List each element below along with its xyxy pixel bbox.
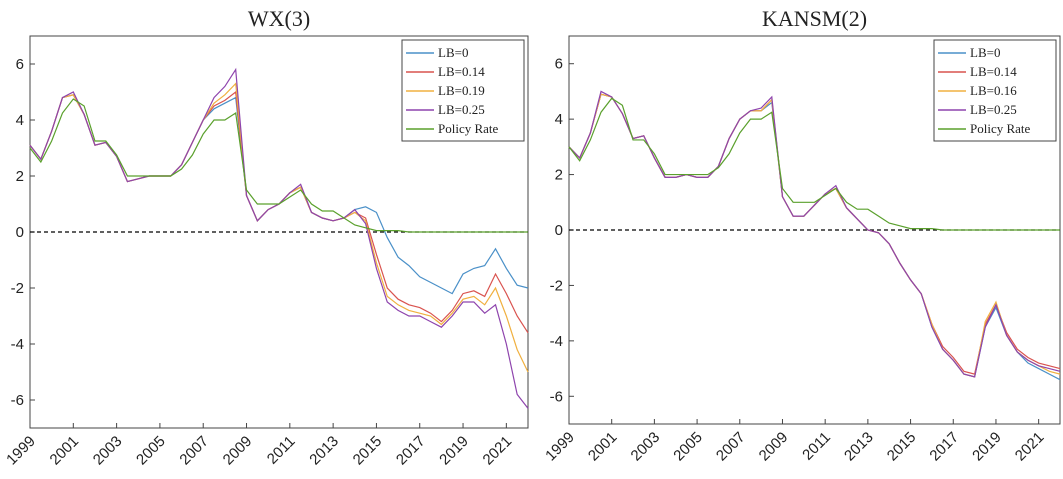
y-tick-label: 4	[555, 111, 563, 128]
x-tick-label: 2019	[436, 433, 472, 469]
y-tick-label: -4	[550, 333, 563, 350]
x-tick-label: 2017	[393, 433, 429, 469]
x-tick-label: 2013	[306, 433, 342, 469]
legend-label: LB=0.25	[970, 102, 1017, 117]
x-tick-label: 2005	[133, 433, 169, 469]
y-tick-label: 0	[555, 222, 563, 239]
x-tick-label: 1999	[3, 433, 39, 469]
y-tick-label: 6	[555, 56, 563, 73]
x-tick-label: 2003	[628, 429, 664, 465]
y-tick-label: -2	[11, 280, 24, 297]
x-tick-label: 2011	[799, 429, 834, 464]
series-line	[568, 97, 1060, 231]
series-line	[29, 98, 528, 233]
x-tick-label: 2013	[841, 429, 877, 465]
x-tick-label: 2003	[90, 433, 126, 469]
x-tick-label: 2011	[264, 433, 299, 468]
chart-title: KANSM(2)	[762, 6, 867, 31]
x-tick-label: 2015	[350, 433, 386, 469]
y-tick-label: 0	[16, 224, 24, 241]
legend-label: LB=0.25	[438, 102, 485, 117]
legend-label: LB=0.14	[438, 64, 485, 79]
legend-label: LB=0	[970, 45, 1000, 60]
y-tick-label: 6	[16, 56, 24, 73]
legend-label: LB=0	[438, 45, 468, 60]
legend-label: Policy Rate	[970, 121, 1031, 136]
legend-label: Policy Rate	[438, 121, 499, 136]
x-tick-label: 2009	[220, 433, 256, 469]
series-line	[568, 90, 1061, 378]
x-tick-label: 2021	[480, 433, 516, 469]
y-tick-label: -6	[11, 392, 24, 409]
x-tick-label: 2017	[926, 429, 962, 465]
y-tick-label: 2	[16, 168, 24, 185]
y-tick-label: 4	[16, 112, 24, 129]
chart-title: WX(3)	[248, 6, 310, 31]
legend-label: LB=0.14	[970, 64, 1017, 79]
x-tick-label: 2007	[176, 433, 212, 469]
legend-label: LB=0.16	[970, 83, 1017, 98]
x-tick-label: 2019	[969, 429, 1005, 465]
legend-label: LB=0.19	[438, 83, 485, 98]
y-tick-label: 2	[555, 167, 563, 184]
y-tick-label: -4	[11, 336, 24, 353]
y-tick-label: -2	[550, 277, 563, 294]
x-tick-label: 2021	[1012, 429, 1048, 465]
x-tick-label: 2015	[884, 429, 920, 465]
x-tick-label: 2005	[670, 429, 706, 465]
x-tick-label: 2009	[756, 429, 792, 465]
x-tick-label: 2007	[713, 429, 749, 465]
y-tick-label: -6	[550, 388, 563, 405]
x-tick-label: 2001	[585, 429, 621, 465]
x-tick-label: 1999	[542, 429, 578, 465]
x-tick-label: 2001	[47, 433, 83, 469]
